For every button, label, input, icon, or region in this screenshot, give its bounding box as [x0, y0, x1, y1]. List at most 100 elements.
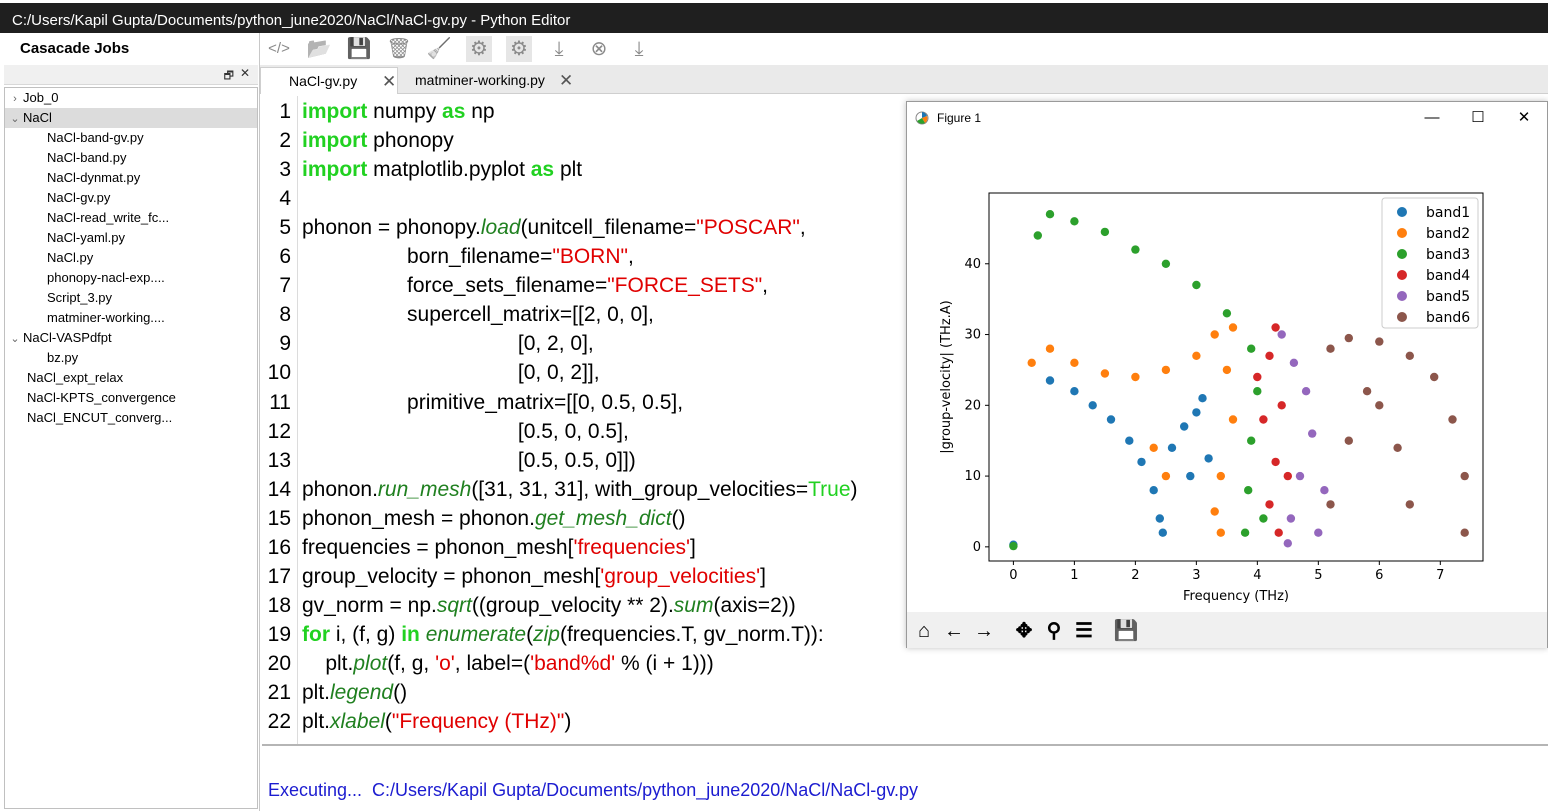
data-point-band4: [1283, 471, 1292, 481]
data-point-band6: [1326, 500, 1335, 509]
data-point-band5: [1289, 358, 1299, 367]
trash-icon[interactable]: 🗑: [386, 38, 412, 60]
tree-item[interactable]: NaCl-yaml.py: [5, 228, 257, 248]
code-line[interactable]: group_velocity = phonon_mesh['group_velo…: [302, 565, 766, 589]
code-token: ,: [627, 245, 634, 269]
data-point-band2: [1149, 443, 1158, 452]
settings-gear-icon[interactable]: ⚙: [506, 36, 532, 62]
tree-item[interactable]: matminer-working....: [5, 308, 257, 328]
data-point-band3: [1161, 259, 1171, 268]
data-point-band4: [1259, 415, 1268, 424]
matplotlib-figure-window[interactable]: Figure 1 — ☐ ✕ 0 1 2 3 4 5 6 7 0 10 20 30 40 Frequenc…: [906, 101, 1548, 648]
close-tab-icon[interactable]: ✕: [382, 72, 397, 91]
code-line[interactable]: [0.5, 0.5, 0]]): [302, 449, 636, 473]
minimize-button[interactable]: —: [1424, 109, 1440, 126]
code-line[interactable]: plt.xlabel("Frequency (THz)"): [302, 710, 571, 734]
tree-item[interactable]: › Job_0: [5, 88, 257, 108]
code-token: np: [465, 100, 495, 123]
code-token: xlabel: [330, 710, 385, 734]
tree-item[interactable]: NaCl.py: [5, 248, 257, 268]
code-token: enumerate: [425, 622, 527, 646]
x-tick-label: 6: [1375, 568, 1383, 583]
code-line[interactable]: gv_norm = np.sqrt((group_velocity ** 2).…: [302, 594, 796, 618]
tree-item[interactable]: NaCl-read_write_fc...: [5, 208, 257, 228]
data-point-band3: [1192, 280, 1201, 290]
code-token: ,: [799, 216, 806, 240]
code-line[interactable]: supercell_matrix=[[2, 0, 0],: [302, 303, 654, 327]
broom-icon[interactable]: 🧹: [426, 38, 452, 60]
data-point-band3: [1253, 387, 1262, 396]
save-figure-icon[interactable]: 💾: [1113, 620, 1139, 642]
legend-marker: [1397, 291, 1407, 301]
close-button[interactable]: ✕: [1517, 109, 1531, 126]
code-line[interactable]: [0, 0, 2]],: [302, 361, 600, 385]
tree-item[interactable]: NaCl-dynmat.py: [5, 168, 257, 188]
code-token: import: [302, 129, 368, 153]
chevron-down-icon[interactable]: ⌄: [10, 333, 20, 345]
output-console[interactable]: Executing... C:/Users/Kapil Gupta/Docume…: [262, 744, 1548, 811]
zoom-icon[interactable]: ⚲: [1046, 620, 1062, 642]
float-panel-icon[interactable]: 🗗: [223, 70, 234, 82]
tree-item[interactable]: Script_3.py: [5, 288, 257, 308]
download-icon[interactable]: ⤓: [554, 38, 564, 60]
save-icon[interactable]: 💾: [346, 38, 372, 60]
tree-item[interactable]: ⌄ NaCl-VASPdfpt: [5, 328, 257, 348]
code-token: sqrt: [436, 593, 472, 617]
code-line[interactable]: [0, 2, 0],: [302, 332, 594, 356]
code-icon[interactable]: </>: [268, 40, 290, 57]
code-line[interactable]: force_sets_filename="FORCE_SETS",: [302, 274, 768, 298]
data-point-band1: [1155, 514, 1164, 523]
line-number: 1: [279, 100, 291, 123]
tree-item[interactable]: ⌄ NaCl: [5, 108, 257, 128]
maximize-button[interactable]: ☐: [1471, 109, 1485, 126]
code-line[interactable]: import matplotlib.pyplot as plt: [302, 158, 582, 182]
tree-item[interactable]: NaCl-KPTS_convergence: [5, 388, 257, 408]
code-line[interactable]: phonon.run_mesh([31, 31, 31], with_group…: [302, 478, 858, 502]
chevron-down-icon[interactable]: ⌄: [10, 113, 20, 125]
tree-item[interactable]: NaCl-gv.py: [5, 188, 257, 208]
code-line[interactable]: frequencies = phonon_mesh['frequencies']: [302, 536, 696, 560]
tab-matminer-working[interactable]: matminer-working.py ✕: [387, 67, 577, 94]
editor-tab-bar: NaCl-gv.py ✕ matminer-working.py ✕: [260, 65, 1548, 94]
chevron-right-icon[interactable]: ›: [13, 93, 17, 105]
home-icon[interactable]: ⌂: [917, 620, 931, 642]
forward-arrow-icon[interactable]: →: [974, 620, 994, 642]
code-line[interactable]: plt.plot(f, g, 'o', label=('band%d' % (i…: [302, 652, 713, 676]
code-line[interactable]: phonon_mesh = phonon.get_mesh_dict(): [302, 507, 686, 531]
open-folder-icon[interactable]: 📂: [306, 38, 332, 60]
code-line[interactable]: for i, (f, g) in enumerate(zip(frequenci…: [302, 623, 824, 647]
code-token: ]: [690, 535, 696, 559]
tree-item[interactable]: NaCl-band-gv.py: [5, 128, 257, 148]
tab-nacl-gv[interactable]: NaCl-gv.py ✕: [260, 67, 398, 94]
run-gear-icon[interactable]: ⚙: [466, 36, 492, 62]
code-line[interactable]: born_filename="BORN",: [302, 245, 634, 269]
close-panel-icon[interactable]: ✕: [239, 66, 250, 80]
x-tick-label: 7: [1436, 568, 1444, 583]
tree-item[interactable]: bz.py: [5, 348, 257, 368]
tree-item[interactable]: NaCl_ENCUT_converg...: [5, 408, 257, 428]
code-line[interactable]: plt.legend(): [302, 681, 407, 705]
stop-icon[interactable]: ⊗: [590, 38, 608, 60]
configure-icon[interactable]: ☰: [1075, 620, 1093, 642]
back-arrow-icon[interactable]: ←: [944, 620, 964, 642]
code-token: gv_norm = np.: [302, 593, 437, 617]
code-line[interactable]: import phonopy: [302, 129, 454, 153]
code-line[interactable]: primitive_matrix=[[0, 0.5, 0.5],: [302, 391, 683, 415]
tree-item[interactable]: phonopy-nacl-exp....: [5, 268, 257, 288]
data-point-band1: [1167, 443, 1177, 452]
code-line[interactable]: [0.5, 0, 0.5],: [302, 420, 629, 444]
code-token: (): [671, 506, 686, 530]
code-line[interactable]: import numpy as np: [302, 100, 495, 124]
pan-icon[interactable]: ✥: [1015, 620, 1033, 642]
tree-item[interactable]: NaCl_expt_relax: [5, 368, 257, 388]
data-point-band5: [1283, 539, 1292, 548]
data-point-band4: [1277, 401, 1286, 410]
line-number: 14: [267, 477, 291, 501]
figure-nav-toolbar: ⌂ ← → ✥ ⚲ ☰ 💾: [907, 612, 1547, 648]
close-tab-icon[interactable]: ✕: [559, 71, 574, 90]
data-point-band6: [1460, 471, 1469, 481]
tree-item-label: bz.py: [47, 350, 79, 365]
code-line[interactable]: phonon = phonopy.load(unitcell_filename=…: [302, 216, 806, 240]
tree-item[interactable]: NaCl-band.py: [5, 148, 257, 168]
export-icon[interactable]: ⤓: [634, 38, 644, 60]
